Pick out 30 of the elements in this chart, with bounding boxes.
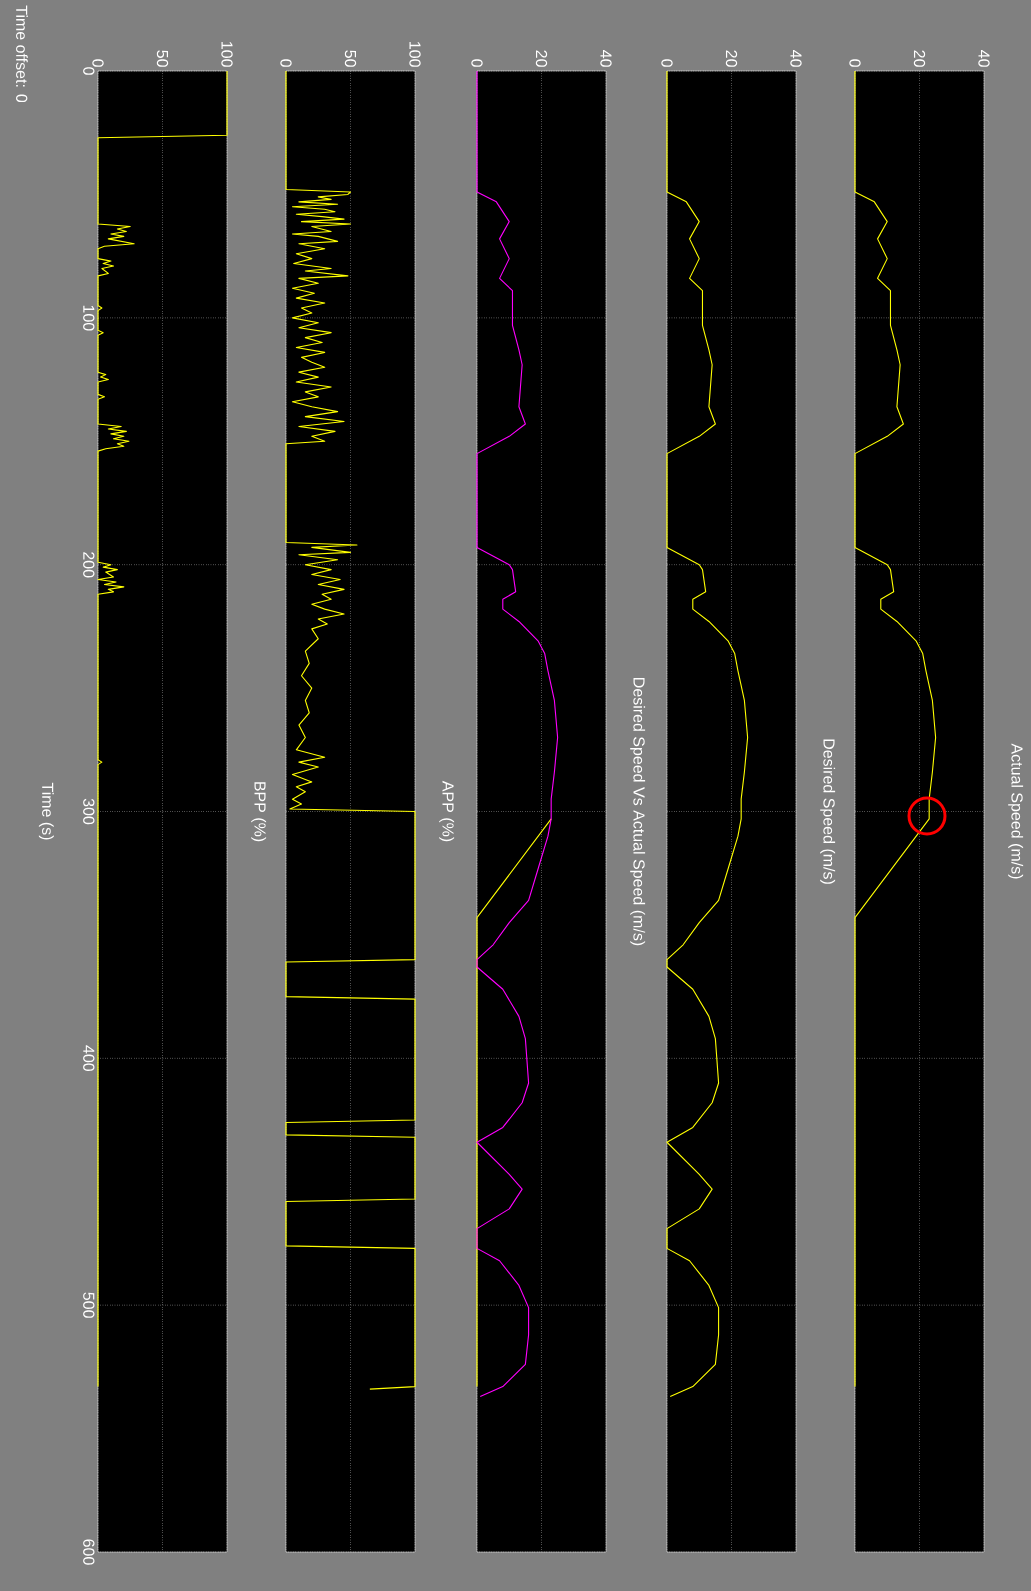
- y-tick-label: 0: [83, 67, 95, 75]
- x-tick-label: 20: [725, 50, 738, 67]
- x-tick-label: 20: [913, 50, 926, 67]
- y-tick-label: 200: [83, 552, 95, 578]
- text: Desired Speed Vs Actual Speed (m/s): [630, 678, 646, 946]
- x-tick-label: 0: [849, 59, 861, 67]
- x-tick-label: 40: [790, 50, 802, 67]
- x-tick-label: 0: [280, 59, 292, 67]
- x-tick-label: 100: [221, 42, 233, 67]
- text: Desired Speed (m/s): [820, 739, 836, 884]
- y-tick-label: 600: [83, 1539, 95, 1565]
- y-axis-title: Time (s): [38, 782, 54, 840]
- x-tick-label: 0: [92, 59, 104, 67]
- line-series: [97, 70, 228, 1388]
- x-tick-label: 20: [535, 50, 548, 67]
- text: BPP (%): [251, 782, 267, 842]
- x-tick-label: 50: [156, 50, 169, 67]
- text: Actual Speed (m/s): [1008, 743, 1024, 879]
- y-tick-label: 100: [83, 305, 95, 331]
- text: Time offset: 0: [16, 5, 28, 103]
- x-tick-label: 0: [471, 59, 483, 67]
- x-tick-label: 0: [661, 59, 673, 67]
- y-tick-label: 400: [83, 1045, 95, 1072]
- text: APP (%): [439, 780, 455, 842]
- y-tick-label: 500: [83, 1292, 95, 1318]
- x-tick-label: 40: [600, 50, 612, 67]
- x-tick-label: 40: [978, 50, 990, 67]
- y-tick-label: 300: [83, 798, 95, 825]
- x-tick-label: 50: [344, 50, 357, 67]
- x-tick-label: 100: [409, 42, 421, 67]
